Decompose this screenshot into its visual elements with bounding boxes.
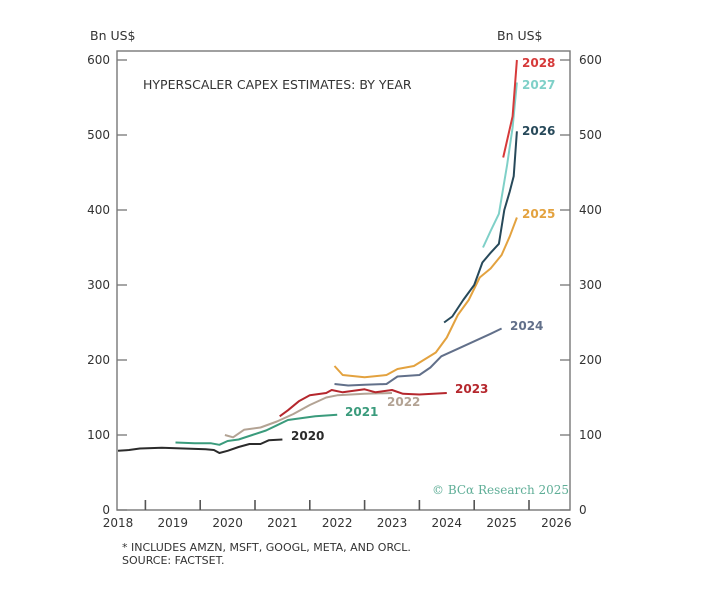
- series-line-2025: [333, 217, 518, 379]
- series-line-2024: [334, 327, 503, 387]
- x-tick-label: 2022: [322, 516, 353, 530]
- x-tick-label: 2025: [486, 516, 517, 530]
- series-line-2021: [175, 413, 338, 446]
- series-line-2020: [117, 438, 283, 454]
- left-axis-unit: Bn US$: [90, 28, 136, 43]
- y-tick-label-left: 500: [87, 128, 110, 142]
- x-tick-label: 2024: [432, 516, 463, 530]
- series-label-2022: 2022: [387, 395, 420, 409]
- x-tick-label: 2019: [158, 516, 189, 530]
- y-tick-label-right: 500: [579, 128, 602, 142]
- y-tick-label-right: 400: [579, 203, 602, 217]
- series-label-2023: 2023: [455, 382, 488, 396]
- series-line-2022: [224, 392, 393, 439]
- series-line-2026: [443, 131, 518, 324]
- x-tick-label: 2018: [103, 516, 134, 530]
- series-label-2028: 2028: [522, 56, 555, 70]
- series-line-2028: [502, 59, 518, 158]
- y-tick-label-right: 0: [579, 503, 587, 517]
- y-tick-label-left: 400: [87, 203, 110, 217]
- series-label-2025: 2025: [522, 207, 555, 221]
- y-tick-label-left: 0: [102, 503, 110, 517]
- plot-frame: [116, 50, 571, 511]
- y-tick-label-left: 200: [87, 353, 110, 367]
- right-axis-unit: Bn US$: [497, 28, 543, 43]
- series-label-2020: 2020: [291, 429, 324, 443]
- x-tick-label: 2023: [377, 516, 408, 530]
- y-tick-label-right: 200: [579, 353, 602, 367]
- footnote: * INCLUDES AMZN, MSFT, GOOGL, META, AND …: [122, 541, 411, 554]
- series-label-2027: 2027: [522, 78, 555, 92]
- series-label-2021: 2021: [345, 405, 378, 419]
- source-note: SOURCE: FACTSET.: [122, 554, 225, 567]
- x-tick-label: 2026: [541, 516, 572, 530]
- chart-title: HYPERSCALER CAPEX ESTIMATES: BY YEAR: [143, 77, 412, 92]
- y-tick-label-right: 100: [579, 428, 602, 442]
- y-tick-label-left: 600: [87, 53, 110, 67]
- series-line-2027: [482, 82, 518, 248]
- series-label-2024: 2024: [510, 319, 543, 333]
- x-tick-label: 2021: [267, 516, 298, 530]
- y-tick-label-left: 100: [87, 428, 110, 442]
- series-line-2023: [279, 388, 447, 418]
- watermark: © BCα Research 2025: [432, 483, 569, 497]
- y-tick-label-right: 300: [579, 278, 602, 292]
- series-label-2026: 2026: [522, 124, 555, 138]
- y-tick-label-right: 600: [579, 53, 602, 67]
- x-tick-label: 2020: [212, 516, 243, 530]
- y-tick-label-left: 300: [87, 278, 110, 292]
